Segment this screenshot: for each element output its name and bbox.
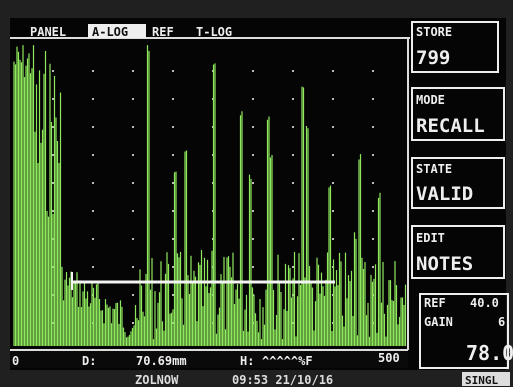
grid-dot	[292, 182, 294, 184]
grid-dot	[132, 70, 134, 72]
grid-dot	[92, 210, 94, 212]
grid-dot	[372, 238, 374, 240]
grid-dot	[292, 98, 294, 100]
grid-dot	[292, 70, 294, 72]
grid-dot	[332, 210, 334, 212]
mode-value: RECALL	[416, 115, 485, 137]
grid-dot	[132, 182, 134, 184]
grid-dot	[52, 154, 54, 156]
grid-dot	[172, 294, 174, 296]
grid-dot	[252, 210, 254, 212]
grid-dot	[372, 98, 374, 100]
grid-dot	[332, 154, 334, 156]
grid-dot	[132, 238, 134, 240]
status-datetime: 09:53 21/10/16	[232, 373, 333, 387]
grid-dot	[172, 126, 174, 128]
grid-dot	[252, 182, 254, 184]
store-label: STORE	[416, 25, 452, 39]
ref-label: REF	[424, 296, 446, 310]
grid-dot	[252, 238, 254, 240]
grid-dot	[132, 294, 134, 296]
grid-dot	[132, 266, 134, 268]
device-screen: PANEL A-LOG REF T-LOG 0 D: 70.69mm H: ^^…	[0, 0, 513, 387]
tab-active[interactable]: A-LOG	[92, 25, 128, 39]
grid-dot	[92, 266, 94, 268]
grid-dot	[52, 182, 54, 184]
h-value: ^^^^^%F	[262, 354, 313, 368]
grid-dot	[292, 154, 294, 156]
state-label: STATE	[416, 162, 452, 176]
grid-dot	[292, 238, 294, 240]
status-mode: SINGL	[465, 374, 498, 387]
grid-dot	[252, 98, 254, 100]
grid-dot	[92, 238, 94, 240]
grid-dot	[332, 238, 334, 240]
grid-dot	[92, 126, 94, 128]
grid-dot	[332, 182, 334, 184]
tab[interactable]: REF	[152, 25, 174, 39]
grid-dot	[92, 70, 94, 72]
grid-dot	[172, 154, 174, 156]
grid-dot	[92, 98, 94, 100]
mode-label: MODE	[416, 93, 445, 107]
d-label: D:	[82, 354, 96, 368]
grid-dot	[332, 70, 334, 72]
screen: PANEL A-LOG REF T-LOG 0 D: 70.69mm H: ^^…	[0, 0, 513, 387]
ref-value: 40.0	[470, 296, 499, 310]
grid-dot	[372, 210, 374, 212]
grid-dot	[252, 126, 254, 128]
grid-dot	[252, 70, 254, 72]
grid-dot	[132, 154, 134, 156]
edit-label: EDIT	[416, 231, 445, 245]
grid-dot	[332, 126, 334, 128]
grid-dot	[92, 182, 94, 184]
grid-dot	[292, 210, 294, 212]
grid-dot	[292, 126, 294, 128]
grid-dot	[252, 154, 254, 156]
grid-dot	[132, 126, 134, 128]
gain-reading: 78.0	[466, 341, 513, 365]
grid-dot	[172, 182, 174, 184]
d-value: 70.69mm	[136, 354, 187, 368]
tab[interactable]: T-LOG	[196, 25, 232, 39]
h-label: H:	[240, 354, 254, 368]
grid-dot	[132, 322, 134, 324]
grid-dot	[132, 98, 134, 100]
tab[interactable]: PANEL	[30, 25, 66, 39]
grid-dot	[132, 210, 134, 212]
grid-dot	[372, 70, 374, 72]
grid-dot	[372, 182, 374, 184]
grid-dot	[372, 266, 374, 268]
grid-dot	[172, 70, 174, 72]
grid-dot	[92, 154, 94, 156]
grid-dot	[372, 154, 374, 156]
grid-dot	[52, 126, 54, 128]
edit-value: NOTES	[416, 253, 473, 275]
grid-dot	[292, 266, 294, 268]
grid-dot	[52, 210, 54, 212]
gain-label: GAIN	[424, 315, 453, 329]
gain-value: 6	[498, 315, 505, 329]
scale-start: 0	[12, 354, 19, 368]
grid-dot	[172, 266, 174, 268]
grid-dot	[332, 98, 334, 100]
grid-dot	[172, 238, 174, 240]
store-value: 799	[416, 47, 450, 69]
scale-end: 500	[378, 351, 400, 365]
status-name: ZOLNOW	[135, 373, 179, 387]
grid-dot	[372, 126, 374, 128]
grid-dot	[172, 210, 174, 212]
readout-bar	[10, 350, 408, 368]
grid-dot	[52, 70, 54, 72]
state-value: VALID	[416, 183, 473, 205]
grid-dot	[52, 98, 54, 100]
grid-dot	[172, 98, 174, 100]
grid-dot	[252, 266, 254, 268]
